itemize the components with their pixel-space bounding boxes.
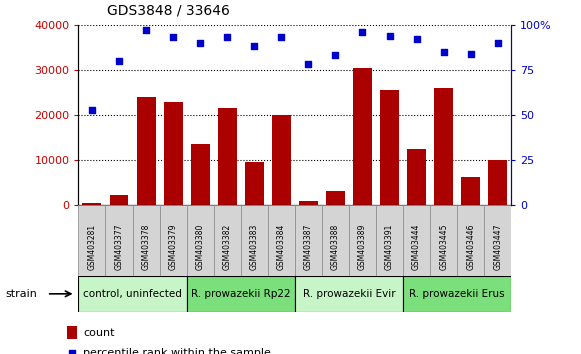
Bar: [241, 205, 268, 276]
Bar: [137, 97, 156, 205]
Text: GSM403384: GSM403384: [277, 224, 286, 270]
Text: GSM403447: GSM403447: [493, 224, 502, 270]
Text: R. prowazekii Erus: R. prowazekii Erus: [410, 289, 505, 299]
Text: GSM403446: GSM403446: [466, 224, 475, 270]
Point: [277, 35, 286, 40]
Bar: [295, 205, 322, 276]
Point: [493, 40, 503, 46]
Bar: [380, 90, 399, 205]
Bar: [83, 203, 102, 205]
Point: [168, 35, 178, 40]
Bar: [187, 276, 295, 312]
Text: GSM403389: GSM403389: [358, 224, 367, 270]
Bar: [403, 276, 511, 312]
Bar: [67, 326, 77, 339]
Text: GSM403380: GSM403380: [196, 224, 205, 270]
Bar: [353, 68, 372, 205]
Text: control, uninfected: control, uninfected: [83, 289, 182, 299]
Point: [67, 350, 77, 354]
Bar: [434, 88, 453, 205]
Bar: [349, 205, 376, 276]
Text: percentile rank within the sample: percentile rank within the sample: [83, 348, 271, 354]
Text: GSM403379: GSM403379: [168, 224, 178, 270]
Bar: [110, 195, 128, 205]
Bar: [430, 205, 457, 276]
Bar: [484, 205, 511, 276]
Bar: [245, 162, 264, 205]
Bar: [403, 205, 430, 276]
Text: GSM403445: GSM403445: [439, 224, 448, 270]
Text: strain: strain: [6, 289, 38, 299]
Text: R. prowazekii Rp22: R. prowazekii Rp22: [191, 289, 290, 299]
Bar: [191, 144, 210, 205]
Bar: [214, 205, 241, 276]
Bar: [160, 205, 187, 276]
Point: [114, 58, 124, 64]
Text: GSM403382: GSM403382: [223, 224, 232, 270]
Point: [331, 53, 340, 58]
Text: R. prowazekii Evir: R. prowazekii Evir: [303, 289, 395, 299]
Bar: [376, 205, 403, 276]
Bar: [164, 102, 182, 205]
Bar: [268, 205, 295, 276]
Text: GSM403378: GSM403378: [142, 224, 150, 270]
Point: [412, 36, 421, 42]
Text: GSM403391: GSM403391: [385, 224, 394, 270]
Text: GSM403383: GSM403383: [250, 224, 259, 270]
Bar: [407, 149, 426, 205]
Text: GSM403444: GSM403444: [412, 224, 421, 270]
Point: [385, 33, 394, 39]
Bar: [132, 205, 160, 276]
Text: GSM403388: GSM403388: [331, 224, 340, 270]
Point: [466, 51, 475, 57]
Text: GDS3848 / 33646: GDS3848 / 33646: [107, 4, 230, 18]
Point: [223, 35, 232, 40]
Bar: [106, 205, 132, 276]
Text: GSM403281: GSM403281: [88, 224, 96, 270]
Bar: [326, 191, 345, 205]
Bar: [218, 108, 236, 205]
Bar: [461, 177, 480, 205]
Text: GSM403377: GSM403377: [114, 224, 124, 270]
Text: count: count: [83, 328, 114, 338]
Bar: [78, 205, 106, 276]
Bar: [457, 205, 484, 276]
Text: GSM403387: GSM403387: [304, 224, 313, 270]
Point: [250, 44, 259, 49]
Point: [141, 27, 150, 33]
Bar: [78, 276, 187, 312]
Point: [304, 62, 313, 67]
Bar: [488, 160, 507, 205]
Bar: [272, 115, 291, 205]
Bar: [187, 205, 214, 276]
Point: [439, 49, 449, 55]
Point: [196, 40, 205, 46]
Bar: [322, 205, 349, 276]
Bar: [299, 201, 318, 205]
Bar: [295, 276, 403, 312]
Point: [358, 29, 367, 35]
Point: [87, 107, 96, 113]
